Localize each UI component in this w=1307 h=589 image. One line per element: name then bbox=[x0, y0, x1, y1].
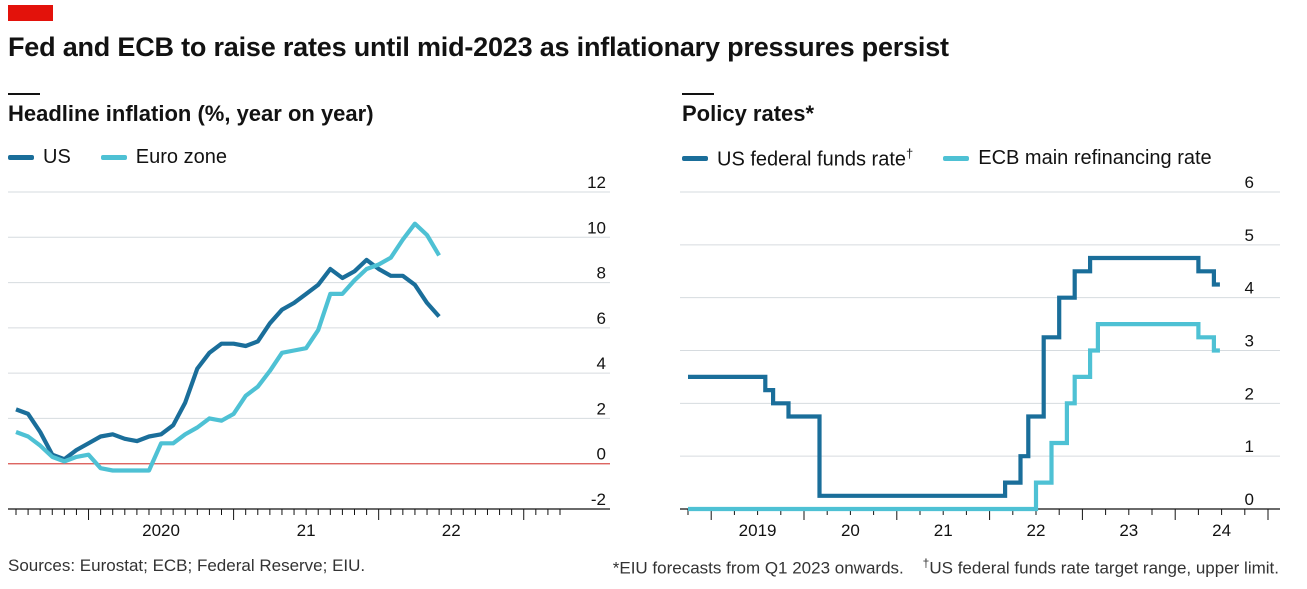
y-tick-label: 10 bbox=[587, 218, 606, 237]
series-line-euro-zone bbox=[15, 221, 441, 473]
legend-label-euro-zone: Euro zone bbox=[135, 146, 227, 168]
y-tick-label: 3 bbox=[1245, 332, 1254, 351]
x-tick-label: 21 bbox=[297, 521, 316, 540]
footer-sources: Sources: Eurostat; ECB; Federal Reserve;… bbox=[8, 556, 366, 575]
legend-item-euro-zone: Euro zone bbox=[100, 146, 227, 169]
y-tick-label: 2 bbox=[597, 399, 606, 418]
x-tick-label: 23 bbox=[1119, 521, 1138, 540]
legend-label-us-federal-funds-rate-text: US federal funds rate bbox=[717, 148, 906, 171]
legend-swatch-ecb-main-refinancing-rate bbox=[943, 156, 970, 162]
x-tick-label: 22 bbox=[442, 521, 461, 540]
legend-item-us-federal-funds-rate: US federal funds rate† bbox=[682, 146, 913, 172]
y-tick-label: 2 bbox=[1245, 384, 1254, 403]
main-title: Fed and ECB to raise rates until mid-202… bbox=[8, 32, 949, 62]
footer-note-forecast: *EIU forecasts from Q1 2023 onwards. bbox=[612, 558, 904, 578]
x-tick-label: 20 bbox=[841, 521, 860, 540]
series-line-us bbox=[15, 257, 441, 462]
x-tick-label: 22 bbox=[1027, 521, 1046, 540]
footer-note-dagger: US federal funds rate target range, uppe… bbox=[929, 558, 1279, 578]
panel-rule-right bbox=[682, 93, 714, 95]
footer-notes: *EIU forecasts from Q1 2023 onwards. †US… bbox=[613, 556, 1279, 579]
x-tick-label: 24 bbox=[1212, 521, 1231, 540]
brand-tag bbox=[8, 5, 53, 21]
y-tick-label: 8 bbox=[597, 264, 606, 283]
legend-swatch-us bbox=[8, 155, 34, 160]
x-tick-label: 2020 bbox=[142, 521, 180, 540]
y-tick-label: 0 bbox=[1245, 490, 1254, 509]
legend-swatch-us-federal-funds-rate bbox=[682, 156, 708, 162]
legend-label-ecb-main-refinancing-rate: ECB main refinancing rate bbox=[978, 147, 1212, 170]
x-tick-label: 21 bbox=[934, 521, 953, 540]
panel-title-policy-rates: Policy rates* bbox=[682, 101, 815, 126]
y-tick-label: 12 bbox=[587, 173, 606, 192]
y-tick-label: 1 bbox=[1245, 437, 1254, 456]
legend-inflation: US Euro zone bbox=[8, 146, 257, 169]
footer-note-dagger-symbol: † bbox=[922, 556, 930, 570]
series-line-ecb-main-refinancing-rate bbox=[688, 322, 1220, 512]
legend-swatch-euro-zone bbox=[100, 155, 127, 160]
legend-item-us: US bbox=[8, 146, 71, 169]
y-tick-label: 5 bbox=[1245, 226, 1254, 245]
series-line-us-federal-funds-rate bbox=[688, 255, 1220, 498]
y-tick-label: 6 bbox=[1245, 173, 1254, 192]
inflation-chart: -2 0 2 4 6 8 10 12 2020 21 22 bbox=[8, 173, 610, 540]
legend-label-us-federal-funds-rate: US federal funds rate† bbox=[717, 146, 913, 172]
y-tick-label: 0 bbox=[597, 445, 606, 464]
y-tick-label: 4 bbox=[597, 354, 606, 373]
y-tick-label: 6 bbox=[597, 309, 606, 328]
panel-title-inflation: Headline inflation (%, year on year) bbox=[8, 101, 374, 126]
legend-item-ecb-main-refinancing-rate: ECB main refinancing rate bbox=[943, 147, 1212, 170]
legend-policy-rates: US federal funds rate† ECB main refinanc… bbox=[682, 146, 1242, 172]
legend-dagger: † bbox=[906, 146, 914, 161]
y-tick-label: -2 bbox=[591, 490, 606, 509]
legend-label-us: US bbox=[43, 146, 71, 168]
x-tick-label: 2019 bbox=[739, 521, 777, 540]
panel-rule-left bbox=[8, 93, 40, 95]
y-tick-label: 4 bbox=[1245, 279, 1254, 298]
